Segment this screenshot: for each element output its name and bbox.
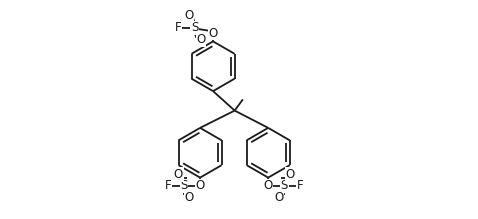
- Text: O: O: [185, 191, 194, 204]
- Text: F: F: [175, 21, 182, 34]
- Text: F: F: [165, 179, 172, 192]
- Text: S: S: [180, 179, 187, 192]
- Text: O: O: [263, 179, 273, 192]
- Text: O: O: [196, 33, 206, 46]
- Text: O: O: [184, 9, 193, 22]
- Text: O: O: [174, 168, 183, 181]
- Text: O: O: [274, 191, 283, 204]
- Text: O: O: [196, 179, 205, 192]
- Text: S: S: [281, 179, 288, 192]
- Text: O: O: [208, 27, 217, 40]
- Text: S: S: [191, 21, 198, 34]
- Text: O: O: [285, 168, 294, 181]
- Text: F: F: [297, 179, 303, 192]
